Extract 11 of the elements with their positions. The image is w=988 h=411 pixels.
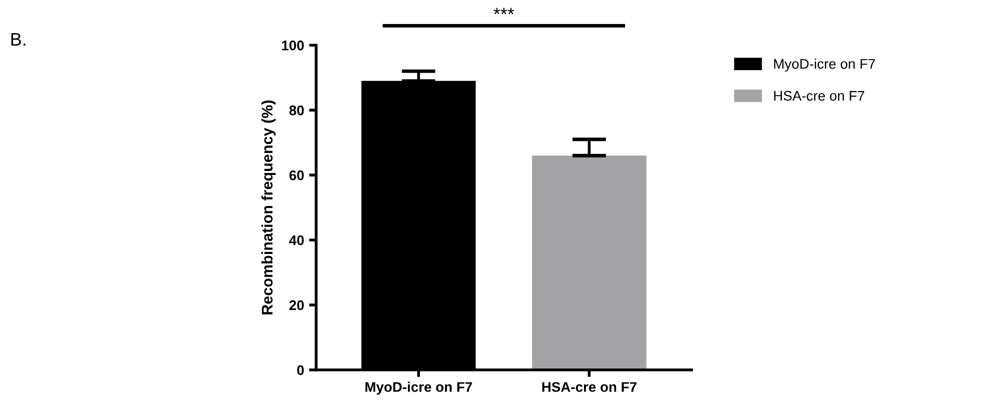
text: B.	[11, 33, 26, 46]
y-tick-label: 0	[297, 365, 304, 376]
y-tick-label: 60	[289, 170, 304, 180]
y-tick-label: 100	[282, 40, 304, 50]
text: ***	[494, 8, 514, 14]
legend-label: MyoD-icre on F7	[774, 58, 875, 72]
y-tick-label: 20	[289, 300, 304, 310]
legend-label: HSA-cre on F7	[774, 90, 864, 101]
y-axis-title: Recombination frequency (%)	[261, 100, 276, 314]
y-tick-label: 80	[289, 105, 304, 116]
y-tick-label: 40	[289, 235, 304, 246]
